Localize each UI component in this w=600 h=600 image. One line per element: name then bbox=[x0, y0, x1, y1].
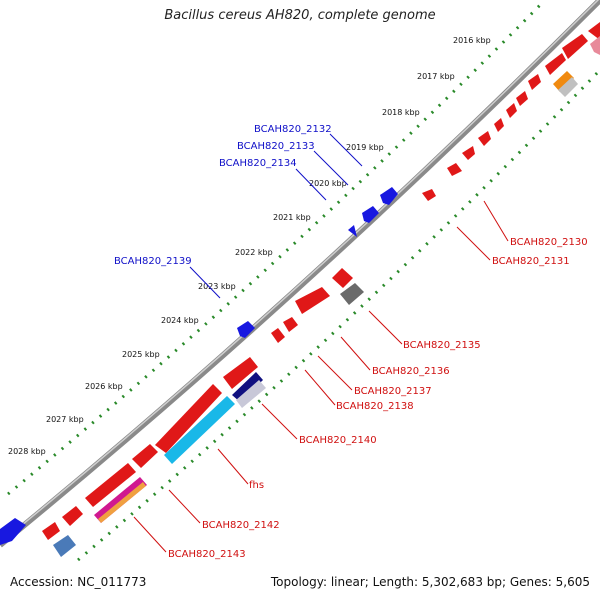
tick-label: 2017 kbp bbox=[417, 72, 455, 81]
inner-tick-track bbox=[77, 68, 600, 562]
leader-line bbox=[304, 369, 336, 406]
gene-label[interactable]: BCAH820_2130 bbox=[510, 237, 588, 248]
leader-line bbox=[456, 226, 491, 261]
gene-right-6[interactable] bbox=[494, 118, 504, 132]
gene-right-5[interactable] bbox=[506, 103, 517, 118]
gene-label[interactable]: BCAH820_2136 bbox=[372, 366, 450, 377]
leader-line bbox=[368, 310, 403, 345]
gene-bcah820-2142[interactable] bbox=[132, 444, 158, 468]
gene-bcah820-2133[interactable] bbox=[362, 206, 379, 223]
leader-line bbox=[295, 168, 327, 201]
gene-label[interactable]: BCAH820_2134 bbox=[219, 158, 297, 169]
gene-label[interactable]: BCAH820_2131 bbox=[492, 256, 570, 267]
gene-bcah820-2143[interactable] bbox=[85, 463, 136, 507]
gene-right-4[interactable] bbox=[516, 91, 528, 106]
gene-left-1[interactable] bbox=[62, 506, 83, 526]
cds-gray-block[interactable] bbox=[340, 283, 364, 305]
gene-bcah820-2136[interactable] bbox=[295, 287, 330, 314]
leader-line bbox=[313, 150, 349, 186]
tick-label: 2028 kbp bbox=[8, 447, 46, 456]
tick-label: 2024 kbp bbox=[161, 316, 199, 325]
genome-summary-text: Topology: linear; Length: 5,302,683 bp; … bbox=[270, 575, 590, 589]
cds-orange-block[interactable] bbox=[553, 71, 574, 92]
tick-label: 2021 kbp bbox=[273, 213, 311, 222]
tick-label: 2019 kbp bbox=[346, 143, 384, 152]
leader-line bbox=[340, 336, 371, 371]
tick-label: 2022 kbp bbox=[235, 248, 273, 257]
map-title: Bacillus cereus AH820, complete genome bbox=[164, 8, 436, 23]
leader-line bbox=[317, 355, 353, 391]
gene-right-8[interactable] bbox=[462, 146, 475, 160]
gene-label[interactable]: fhs bbox=[249, 480, 264, 491]
cds-steel-block[interactable] bbox=[53, 535, 76, 557]
gene-bcah820-2140[interactable] bbox=[223, 357, 258, 389]
tick-label: 2026 kbp bbox=[85, 382, 123, 391]
gene-forward-edge[interactable] bbox=[0, 518, 26, 545]
leader-line bbox=[261, 403, 298, 440]
gene-fhs[interactable] bbox=[155, 384, 222, 453]
reverse-genes bbox=[42, 22, 600, 540]
gene-label[interactable]: BCAH820_2143 bbox=[168, 549, 246, 560]
forward-leaders bbox=[189, 133, 363, 299]
gene-bcah820-2139[interactable] bbox=[237, 321, 255, 338]
accession-text: Accession: NC_011773 bbox=[10, 575, 147, 589]
gene-label[interactable]: BCAH820_2140 bbox=[299, 435, 377, 446]
cds-cyan-block[interactable] bbox=[164, 396, 235, 464]
gene-bcah820-2130[interactable] bbox=[422, 189, 436, 201]
leader-line bbox=[329, 133, 363, 167]
cds-navy-block[interactable] bbox=[232, 372, 263, 402]
gene-label[interactable]: BCAH820_2137 bbox=[354, 386, 432, 397]
gene-left-2[interactable] bbox=[42, 522, 60, 540]
genome-backbone bbox=[0, 0, 600, 548]
gene-right-edge[interactable] bbox=[588, 22, 600, 40]
leader-line bbox=[483, 200, 509, 242]
gene-right-7[interactable] bbox=[478, 131, 491, 146]
tick-label: 2016 kbp bbox=[453, 36, 491, 45]
outer-tick-track bbox=[7, 0, 547, 496]
cds-pink-edge[interactable] bbox=[590, 36, 600, 55]
tick-label: 2023 kbp bbox=[198, 282, 236, 291]
cds-orange-stripe[interactable] bbox=[98, 482, 146, 523]
tick-label: 2018 kbp bbox=[382, 108, 420, 117]
gene-bcah820-2135[interactable] bbox=[332, 268, 353, 288]
forward-genes bbox=[0, 187, 398, 545]
cds-lightgray-block[interactable] bbox=[236, 380, 266, 408]
tick-label: 2020 kbp bbox=[309, 179, 347, 188]
leader-line bbox=[168, 489, 201, 524]
gene-label[interactable]: BCAH820_2139 bbox=[114, 256, 192, 267]
gene-label[interactable]: BCAH820_2133 bbox=[237, 141, 315, 152]
reverse-leaders bbox=[133, 200, 509, 553]
cds-gray-block-right[interactable] bbox=[558, 77, 578, 97]
leader-line bbox=[217, 448, 249, 485]
gene-label[interactable]: BCAH820_2142 bbox=[202, 520, 280, 531]
gene-label[interactable]: BCAH820_2132 bbox=[254, 124, 332, 135]
leader-line bbox=[133, 516, 167, 553]
gene-label[interactable]: BCAH820_2135 bbox=[403, 340, 481, 351]
tick-label: 2027 kbp bbox=[46, 415, 84, 424]
leader-line bbox=[189, 266, 221, 299]
gene-bcah820-2137[interactable] bbox=[283, 317, 298, 332]
gene-right-3[interactable] bbox=[528, 74, 541, 90]
gene-bcah820-2134[interactable] bbox=[348, 225, 357, 237]
gene-bcah820-2131[interactable] bbox=[447, 163, 462, 176]
gene-right-1[interactable] bbox=[562, 34, 588, 59]
gene-label[interactable]: BCAH820_2138 bbox=[336, 401, 414, 412]
genome-backbone-highlight bbox=[0, 0, 600, 544]
gene-right-2[interactable] bbox=[545, 53, 566, 75]
gene-bcah820-2132[interactable] bbox=[380, 187, 398, 205]
gene-bcah820-2138[interactable] bbox=[271, 328, 285, 343]
tick-label: 2025 kbp bbox=[122, 350, 160, 359]
